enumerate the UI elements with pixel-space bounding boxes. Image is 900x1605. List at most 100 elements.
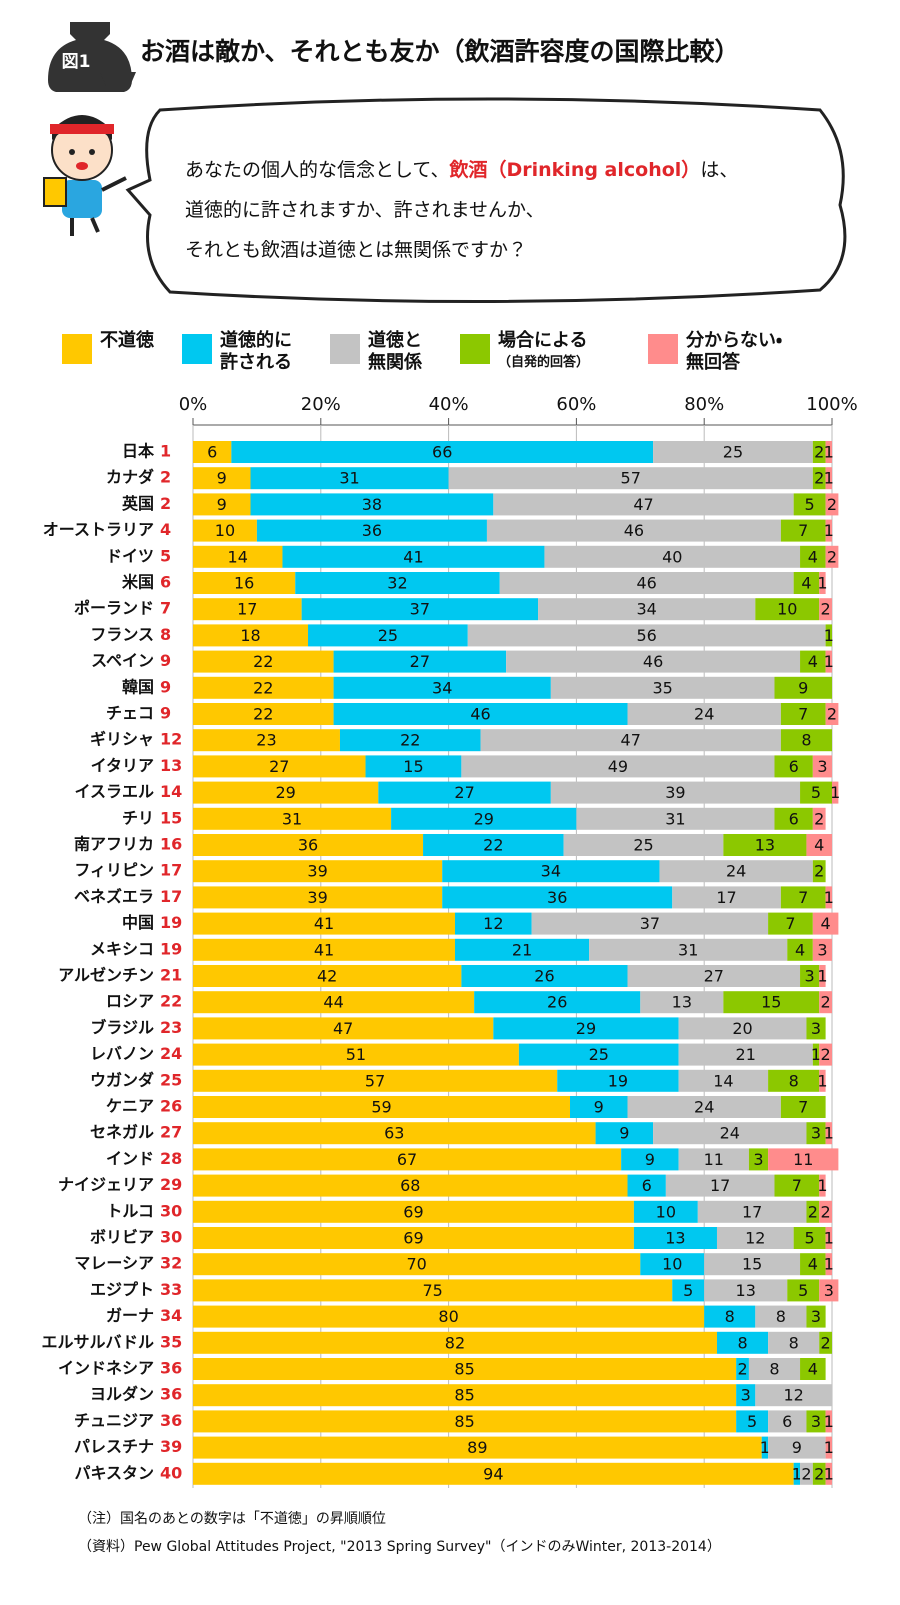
category-label: レバノン bbox=[90, 1044, 154, 1063]
rank-label: 13 bbox=[160, 756, 182, 775]
bar-segment bbox=[819, 991, 832, 1014]
rank-label: 2 bbox=[160, 468, 171, 487]
value-label: 59 bbox=[371, 1098, 391, 1117]
value-label: 46 bbox=[637, 574, 657, 593]
value-label: 4 bbox=[801, 574, 811, 593]
value-label: 14 bbox=[713, 1071, 733, 1090]
value-label: 8 bbox=[769, 1360, 779, 1379]
legend-label: 道徳と無関係 bbox=[368, 330, 422, 373]
bar-segment bbox=[806, 1017, 826, 1040]
bar-segment bbox=[787, 938, 813, 961]
value-label: 6 bbox=[789, 757, 799, 776]
value-label: 85 bbox=[454, 1412, 474, 1431]
value-label: 7 bbox=[792, 1176, 802, 1195]
legend-label: 不道徳 bbox=[100, 330, 154, 351]
bar-segment bbox=[423, 834, 564, 856]
category-label: イスラエル bbox=[74, 782, 154, 801]
rank-label: 26 bbox=[160, 1097, 182, 1116]
x-tick-label: 20% bbox=[301, 394, 341, 415]
value-label: 31 bbox=[665, 809, 685, 828]
bar-segment bbox=[825, 624, 832, 647]
bar-segment bbox=[825, 519, 832, 542]
bar-segment bbox=[333, 676, 551, 699]
value-label: 47 bbox=[621, 731, 641, 750]
rank-label: 17 bbox=[160, 887, 182, 906]
value-label: 22 bbox=[483, 836, 503, 855]
bar-segment bbox=[640, 1253, 705, 1276]
value-label: 29 bbox=[576, 1019, 596, 1038]
bar-segment bbox=[825, 441, 832, 463]
legend-text-box: 分からない・無回答 bbox=[686, 330, 798, 374]
bar-segment bbox=[193, 1227, 634, 1249]
bar-segment bbox=[193, 1200, 634, 1223]
value-label: 9 bbox=[792, 1438, 802, 1457]
bar-segment bbox=[391, 807, 577, 830]
bar-segment bbox=[780, 703, 826, 725]
value-label: 1 bbox=[824, 469, 834, 488]
bar-segment bbox=[250, 493, 494, 516]
value-label: 85 bbox=[454, 1386, 474, 1405]
x-tick-label: 40% bbox=[429, 394, 469, 415]
value-label: 36 bbox=[547, 888, 567, 907]
value-label: 46 bbox=[470, 705, 490, 724]
value-label: 1 bbox=[824, 626, 834, 645]
bar-segment bbox=[774, 676, 832, 699]
value-label: 5 bbox=[805, 495, 815, 514]
bar-segment bbox=[627, 703, 781, 725]
bar-segment bbox=[193, 519, 257, 542]
value-label: 63 bbox=[384, 1124, 404, 1143]
value-label: 12 bbox=[483, 914, 503, 933]
bar-segment bbox=[531, 912, 769, 935]
value-label: 10 bbox=[215, 521, 235, 540]
value-label: 6 bbox=[782, 1412, 792, 1431]
value-label: 7 bbox=[798, 888, 808, 907]
bar-segment bbox=[193, 807, 392, 830]
bar-segment bbox=[193, 1279, 673, 1302]
bar-segment bbox=[825, 650, 832, 673]
value-label: 24 bbox=[694, 705, 714, 724]
category-label: 韓国 bbox=[122, 677, 154, 696]
bar-segment bbox=[442, 860, 660, 883]
bar-segment bbox=[819, 598, 832, 621]
bar-segment bbox=[825, 545, 839, 568]
bar-segment bbox=[333, 650, 507, 673]
value-label: 40 bbox=[662, 547, 682, 566]
value-label: 34 bbox=[541, 862, 561, 881]
bar-segment bbox=[800, 781, 832, 804]
category-label: ベネズエラ bbox=[74, 887, 154, 906]
bar-segment bbox=[780, 886, 826, 909]
bar-segment bbox=[193, 781, 379, 804]
bar-segment bbox=[800, 965, 820, 987]
category-label: 南アフリカ bbox=[74, 835, 154, 854]
bar-segment bbox=[800, 650, 826, 673]
category-label: ドイツ bbox=[106, 546, 154, 565]
value-label: 27 bbox=[410, 652, 430, 671]
bar-segment bbox=[716, 1227, 794, 1249]
bar-segment bbox=[800, 1358, 826, 1380]
value-label: 17 bbox=[716, 888, 736, 907]
legend-text-box: 場合による （自発的回答） bbox=[498, 330, 624, 374]
bar-segment bbox=[193, 624, 309, 647]
category-label: ギリシャ bbox=[90, 730, 154, 749]
bar-segment bbox=[672, 886, 781, 909]
bar-segment bbox=[819, 1200, 832, 1223]
question-line: 道徳的に許されますか、許されませんか、 bbox=[185, 199, 545, 221]
bar-segment bbox=[193, 912, 455, 935]
bar-segment bbox=[812, 467, 826, 490]
value-label: 1 bbox=[824, 443, 834, 462]
value-label: 7 bbox=[798, 1098, 808, 1117]
value-label: 2 bbox=[821, 1333, 831, 1352]
bar-segment bbox=[825, 467, 832, 490]
value-label: 29 bbox=[474, 809, 494, 828]
rank-label: 39 bbox=[160, 1437, 182, 1456]
value-label: 12 bbox=[745, 1229, 765, 1248]
bar-segment bbox=[193, 1148, 622, 1171]
category-label: ガーナ bbox=[106, 1306, 154, 1325]
bar-segment bbox=[301, 598, 539, 621]
category-label: 英国 bbox=[121, 494, 154, 513]
value-label: 13 bbox=[736, 1281, 756, 1300]
bar-segment bbox=[825, 1436, 832, 1459]
bar-segment bbox=[461, 965, 628, 987]
bar-segment bbox=[736, 1358, 749, 1380]
character bbox=[43, 115, 127, 236]
